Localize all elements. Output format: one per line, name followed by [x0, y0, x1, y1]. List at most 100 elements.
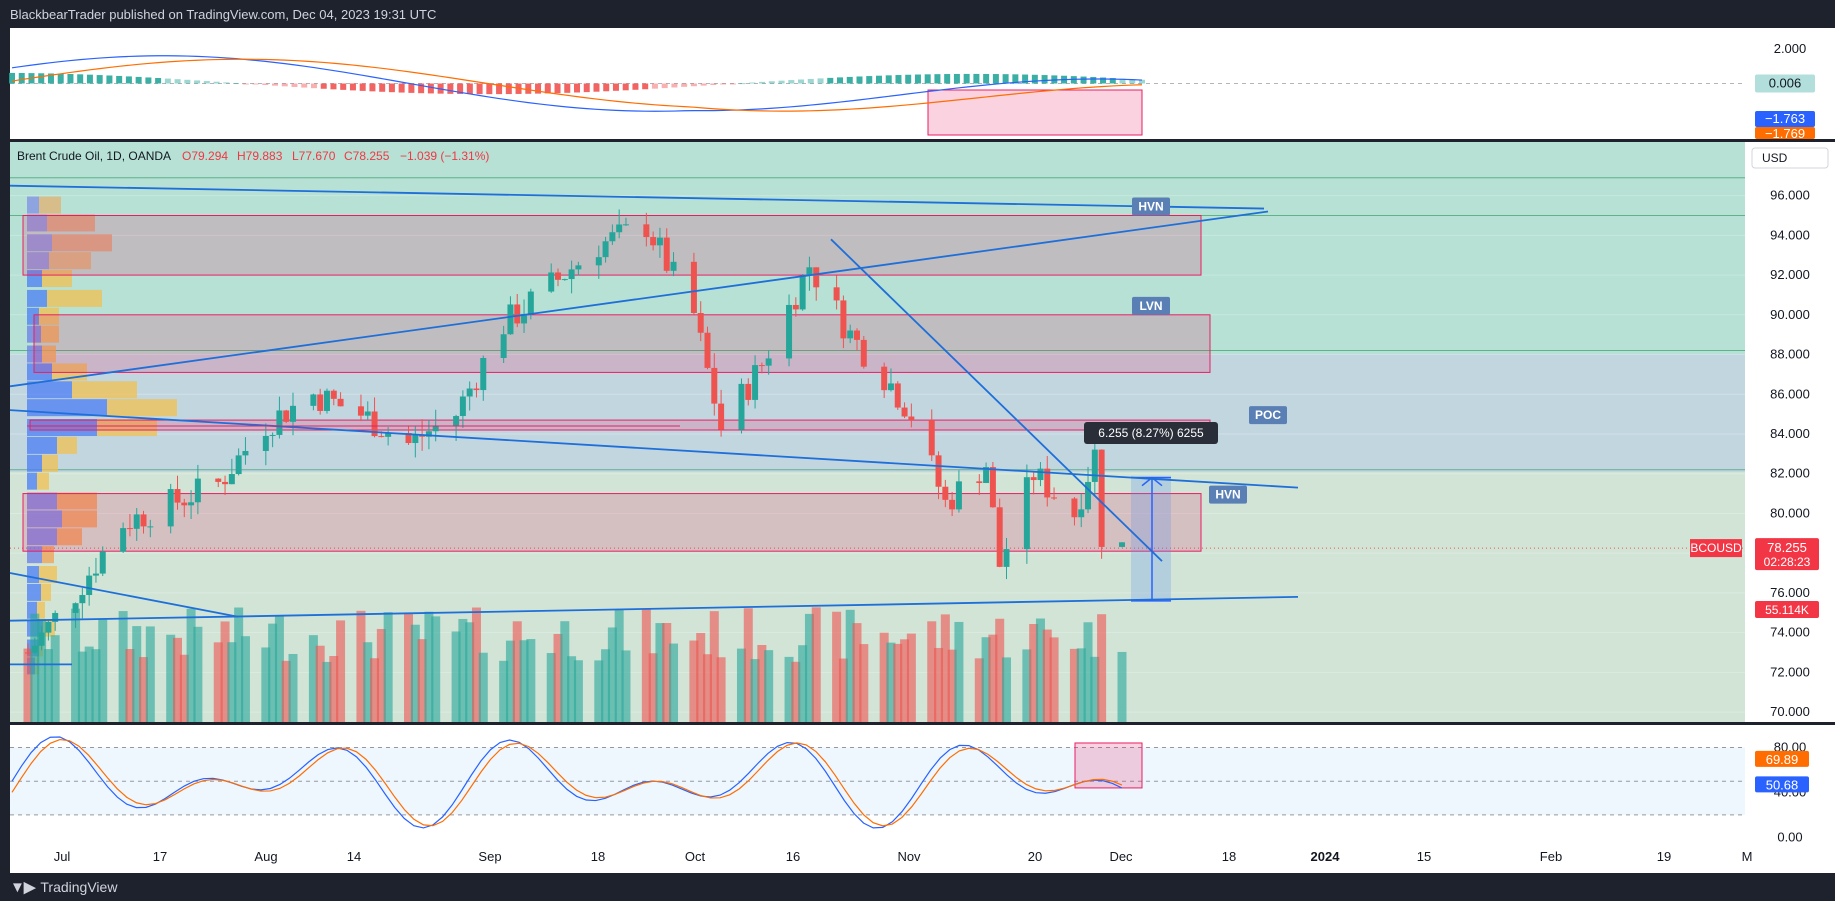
candle-body [235, 455, 242, 475]
macd-tag-box [1755, 111, 1815, 127]
candle-body [1071, 498, 1078, 518]
vp-bar-up [27, 436, 57, 454]
tradingview-logo[interactable]: ▼▶ TradingView [10, 878, 117, 896]
macd-hist-bar [681, 83, 688, 87]
candle-body [79, 595, 86, 604]
volume-bar [886, 642, 896, 722]
volume-bar [268, 623, 278, 722]
macd-hist-bar [340, 83, 347, 90]
volume-bar [594, 660, 604, 722]
candle-body [548, 272, 555, 292]
candle-body [405, 433, 412, 444]
price-tick-label: 88.000 [1770, 347, 1810, 362]
macd-hist-bar [18, 72, 25, 84]
vp-bar-down [39, 196, 61, 214]
volume-bar [1029, 624, 1039, 722]
candle-body [1003, 549, 1010, 567]
macd-hist-bar [632, 83, 639, 90]
zone-label-box [1132, 197, 1170, 216]
vp-bar-down [62, 510, 97, 528]
macd-hist-bar [1080, 76, 1087, 84]
macd-hist-bar [525, 83, 532, 94]
volume-bar [954, 621, 964, 722]
macd-hist-tag: 0.006 [1769, 76, 1802, 91]
stoch-tick-label: 0.00 [1777, 829, 1802, 844]
currency-label: USD [1762, 151, 1788, 165]
volume-bar [213, 642, 223, 722]
macd-hist-bar [1012, 74, 1019, 84]
candle-body [1023, 477, 1030, 550]
zone-label: POC [1255, 408, 1281, 422]
time-tick-label: Dec [1109, 849, 1133, 864]
volume-tag: 55.114K [1765, 603, 1809, 617]
vp-bar-up [27, 583, 41, 601]
macd-hist-bar [457, 83, 464, 94]
volume-bar [240, 636, 250, 722]
volume-bar [757, 645, 767, 722]
time-tick-label: Nov [897, 849, 921, 864]
macd-hist-bar [447, 83, 454, 94]
price-tick-label: 84.000 [1770, 426, 1810, 441]
macd-hist-bar [535, 83, 542, 94]
macd-hist-tag-box [1755, 74, 1815, 93]
candle-body [568, 269, 575, 280]
volume-bar [669, 643, 679, 722]
time-tick-label: Aug [254, 849, 277, 864]
volume-bar [30, 613, 40, 722]
candle-body [799, 275, 806, 310]
candle-body [38, 632, 45, 646]
candle-body [480, 357, 487, 391]
currency-box [1751, 147, 1829, 169]
macd-hist-bar [145, 77, 152, 84]
macd-hist-bar [86, 74, 93, 84]
candle-body [561, 279, 568, 281]
candle-body [242, 450, 249, 456]
macd-hist-bar [690, 83, 697, 87]
macd-hist-bar [388, 83, 395, 93]
stoch-tick-label: 80.00 [1774, 739, 1807, 754]
time-tick-label: 17 [153, 849, 167, 864]
volume-bar [315, 645, 325, 722]
volume-bar [689, 640, 699, 722]
candle-body [894, 383, 901, 408]
volume-bar [906, 633, 916, 722]
candle-body [52, 612, 59, 622]
measure-label: 6.255 (8.27%) 6255 [1098, 426, 1204, 440]
candle-body [317, 394, 324, 411]
macd-hist-bar [418, 83, 425, 94]
volume-bar [505, 640, 515, 722]
volume-bar [1076, 648, 1086, 722]
volume-bar [329, 656, 339, 722]
time-tick-label: Oct [685, 849, 706, 864]
macd-hist-bar [213, 81, 220, 84]
volume-bar [363, 642, 373, 722]
volume-bars [23, 607, 1127, 722]
volume-bar [804, 613, 814, 722]
volume-bar [764, 650, 774, 722]
time-tick-label: 18 [1222, 849, 1236, 864]
macd-hist-bar [953, 73, 960, 84]
macd-hist-bar [349, 83, 356, 91]
publish-header: BlackbearTrader published on TradingView… [0, 0, 1835, 28]
zone-label-box [1132, 296, 1170, 315]
candle-body [690, 261, 697, 314]
vp-bar-down [42, 454, 58, 472]
candle-body [92, 573, 99, 576]
vp-bar-down [57, 436, 77, 454]
price-tick-label: 82.000 [1770, 466, 1810, 481]
trendline-falling [9, 409, 1299, 489]
legend-open: O79.294 [182, 149, 228, 163]
volume-bar [845, 609, 855, 722]
volume-bar [940, 614, 950, 722]
vp-bar-down [37, 601, 45, 619]
volume-bar [499, 660, 509, 722]
macd-hist-bar [593, 83, 600, 92]
macd-hist-bar [739, 83, 746, 85]
volume-bar [1001, 657, 1011, 722]
volume-bar [1117, 651, 1127, 722]
legend-change: −1.039 (−1.31%) [400, 149, 489, 163]
volume-bar [974, 658, 984, 722]
vp-bar-up [27, 214, 47, 232]
macd-hist-bar [866, 76, 873, 84]
